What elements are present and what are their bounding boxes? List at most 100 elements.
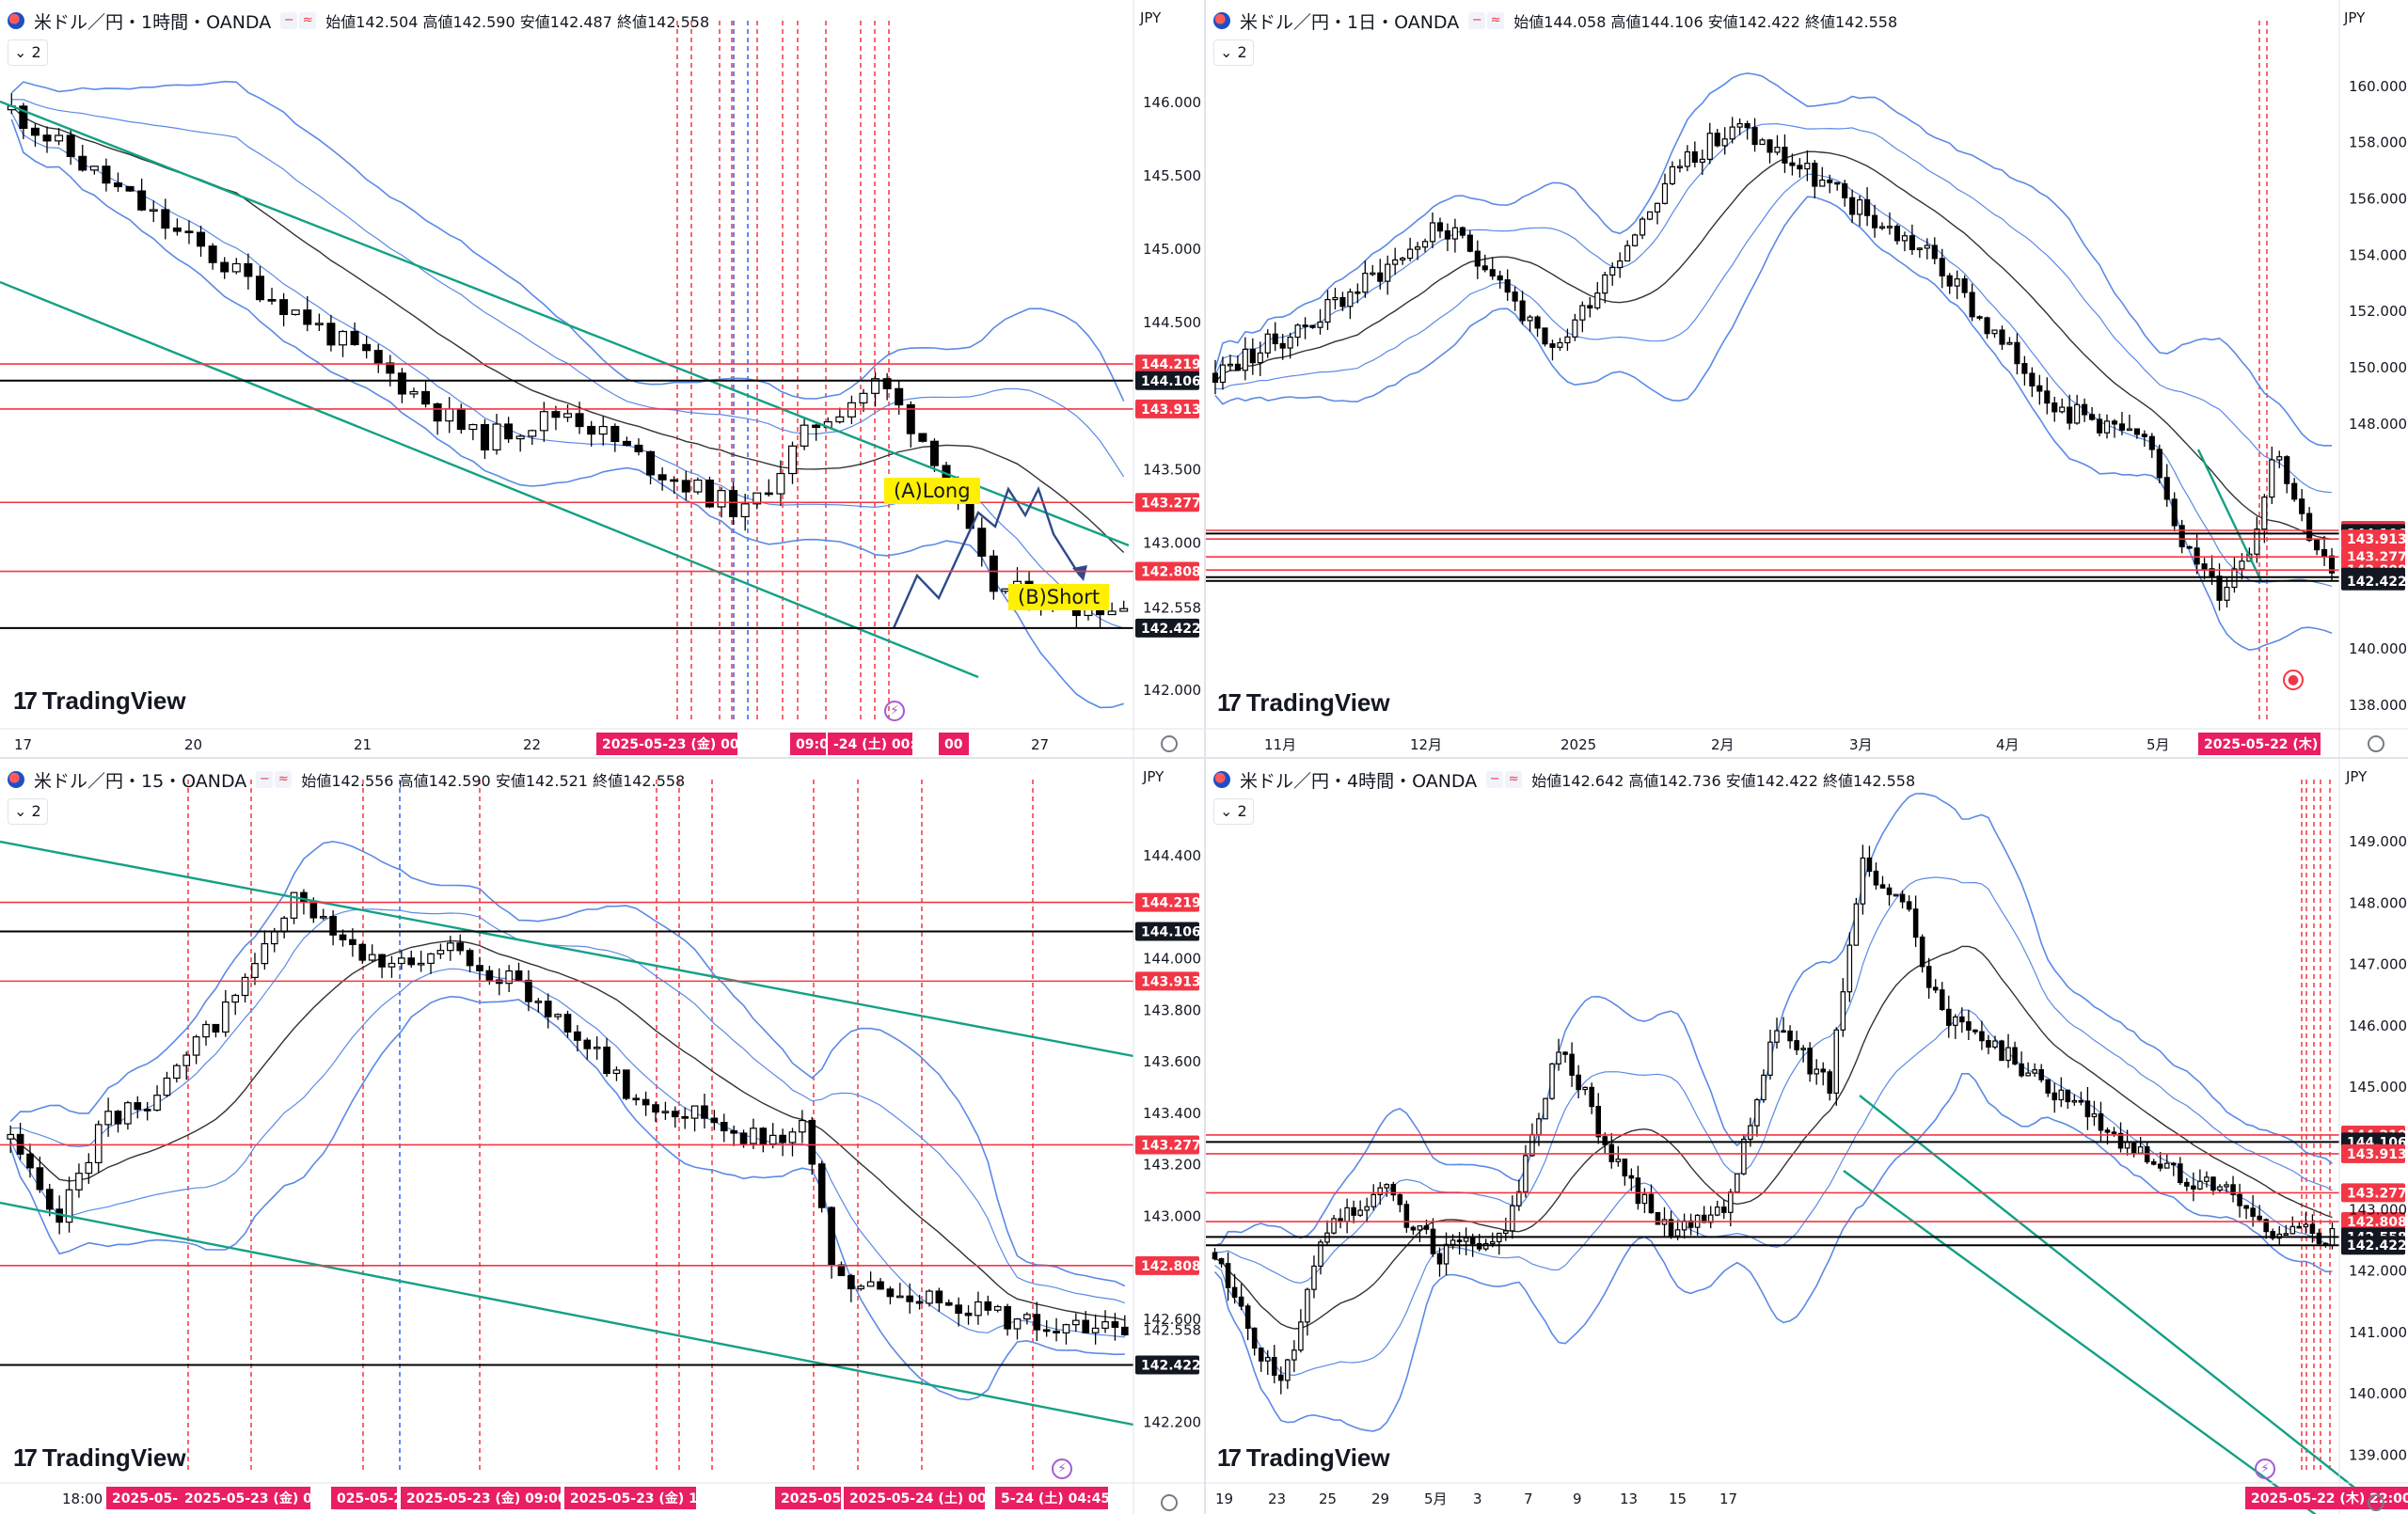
candle — [2184, 1177, 2190, 1191]
indicators-toggle[interactable]: ⌄ 2 — [8, 798, 48, 825]
indicators-toggle[interactable]: ⌄ 2 — [1213, 798, 1254, 825]
candle-body — [2284, 456, 2290, 484]
candle — [1916, 247, 1923, 259]
gear-icon[interactable] — [2368, 735, 2384, 752]
candle — [1212, 1248, 1218, 1261]
currency-label[interactable]: JPY — [1143, 768, 1164, 785]
candle-body — [1853, 903, 1860, 946]
tradingview-logo[interactable]: 17 TradingView — [1217, 688, 1390, 718]
candle — [1701, 1206, 1707, 1223]
symbol-title[interactable]: 米ドル／円・1日・OANDA — [1240, 11, 1460, 33]
candle-body — [397, 372, 406, 395]
candle — [1893, 224, 1901, 245]
time-axis-tag: 00 — [939, 733, 969, 755]
candle — [1615, 1145, 1622, 1167]
price-tag-bg — [1135, 892, 1199, 912]
tradingview-logo[interactable]: 17 TradingView — [1217, 1443, 1390, 1473]
chart-pane-4h[interactable]: 144.219144.106143.913143.277142.808142.5… — [1206, 759, 2408, 1514]
candle — [1324, 1220, 1330, 1247]
candle-body — [768, 1134, 777, 1145]
candle-body — [445, 408, 454, 422]
annotation-long[interactable]: (A)Long — [884, 478, 980, 504]
candle-body — [2065, 1089, 2071, 1103]
chart-pane-1d[interactable]: 144.219144.106143.913143.277142.808142.5… — [1206, 0, 2408, 757]
bolt-icon[interactable]: ⚡ — [1052, 1459, 1072, 1479]
candle — [1523, 1144, 1529, 1198]
candle — [2045, 1079, 2051, 1097]
candle-body — [2204, 1176, 2210, 1182]
minus-icon[interactable]: − — [256, 771, 274, 788]
time-axis-tag: 2025-05-23 (金) 15:15 — [564, 1487, 731, 1509]
bolt-icon[interactable]: ⚡ — [2255, 1459, 2275, 1479]
price-axis-tick: 147.000 — [2349, 956, 2407, 973]
chart-pane-1h[interactable]: 144.219 144.106 143.913 143.277 142.808 142.4… — [0, 0, 1204, 757]
event-icon[interactable]: ● — [2283, 670, 2304, 690]
gear-icon[interactable] — [1161, 735, 1178, 752]
candle — [1972, 1029, 1978, 1035]
candle — [632, 1094, 641, 1106]
bolt-icon[interactable]: ⚡ — [884, 701, 905, 721]
tradingview-logo[interactable]: 17 TradingView — [13, 686, 186, 716]
currency-label[interactable]: JPY — [2346, 768, 2368, 785]
candle — [882, 372, 892, 401]
candle-body — [1444, 229, 1451, 240]
candle-body — [78, 155, 87, 171]
minus-icon[interactable]: − — [1468, 12, 1486, 29]
price-level-tag: 142.422 — [1135, 1355, 1201, 1375]
legend-buttons[interactable]: − ≈ — [280, 12, 317, 29]
indicators-toggle[interactable]: ⌄ 2 — [8, 39, 48, 66]
chart-canvas-4h[interactable]: 144.219144.106143.913143.277142.808142.5… — [1206, 759, 2408, 1514]
candle-body — [1931, 244, 1938, 260]
legend-buttons[interactable]: − ≈ — [256, 771, 293, 788]
bollinger-upper-2sd — [9, 841, 1126, 1287]
approx-icon[interactable]: ≈ — [275, 771, 293, 788]
candle — [1410, 1225, 1417, 1236]
indicators-toggle[interactable]: ⌄ 2 — [1213, 39, 1254, 66]
candle-body — [554, 1014, 562, 1017]
candle — [329, 909, 337, 946]
tradingview-logo[interactable]: 17 TradingView — [13, 1443, 186, 1473]
currency-label[interactable]: JPY — [1140, 9, 1162, 26]
candle-body — [574, 1031, 581, 1041]
approx-icon[interactable]: ≈ — [1505, 771, 1523, 788]
chart-canvas-1d[interactable]: 144.219144.106143.913143.277142.808142.5… — [1206, 0, 2408, 757]
candle — [1344, 1198, 1350, 1234]
minus-icon[interactable]: − — [1486, 771, 1504, 788]
annotation-short[interactable]: (B)Short — [1008, 584, 1110, 610]
candle — [1529, 1123, 1535, 1158]
pane-divider-horizontal[interactable] — [0, 757, 2408, 759]
candle — [1676, 159, 1683, 173]
trend-channel-line — [1859, 1095, 2373, 1503]
gear-icon[interactable] — [1161, 1494, 1178, 1511]
candle — [2012, 1041, 2018, 1065]
chart-canvas-1h[interactable]: 144.219 144.106 143.913 143.277 142.808 142.4… — [0, 0, 1204, 757]
legend-buttons[interactable]: − ≈ — [1468, 12, 1505, 29]
candle-body — [173, 1065, 181, 1080]
price-axis-tick: 140.000 — [2349, 1385, 2407, 1402]
candle — [1351, 1200, 1356, 1223]
candle-body — [456, 942, 465, 952]
minus-icon[interactable]: − — [280, 12, 298, 29]
time-tag-bg — [775, 1487, 841, 1509]
symbol-title[interactable]: 米ドル／円・1時間・OANDA — [34, 11, 272, 33]
symbol-title[interactable]: 米ドル／円・15・OANDA — [34, 770, 247, 792]
candle — [1909, 224, 1915, 255]
candle-body — [1714, 133, 1720, 147]
legend-buttons[interactable]: − ≈ — [1486, 771, 1523, 788]
chart-pane-15m[interactable]: 144.219 144.106 143.913 143.277 142.808 142.4… — [0, 759, 1204, 1514]
approx-icon[interactable]: ≈ — [1487, 12, 1505, 29]
candle — [417, 950, 425, 972]
candle — [612, 1066, 621, 1081]
gear-icon[interactable] — [2368, 1494, 2384, 1511]
candle — [1497, 270, 1503, 289]
chart-canvas-15m[interactable]: 144.219 144.106 143.913 143.277 142.808 142.4… — [0, 759, 1204, 1514]
candle — [280, 915, 288, 938]
symbol-title[interactable]: 米ドル／円・4時間・OANDA — [1240, 770, 1478, 792]
candle-body — [2178, 525, 2185, 548]
candle — [2284, 455, 2290, 494]
currency-label[interactable]: JPY — [2344, 9, 2366, 26]
candle — [1510, 1195, 1515, 1239]
approx-icon[interactable]: ≈ — [299, 12, 317, 29]
candle-body — [329, 916, 337, 936]
candle — [1864, 187, 1871, 227]
